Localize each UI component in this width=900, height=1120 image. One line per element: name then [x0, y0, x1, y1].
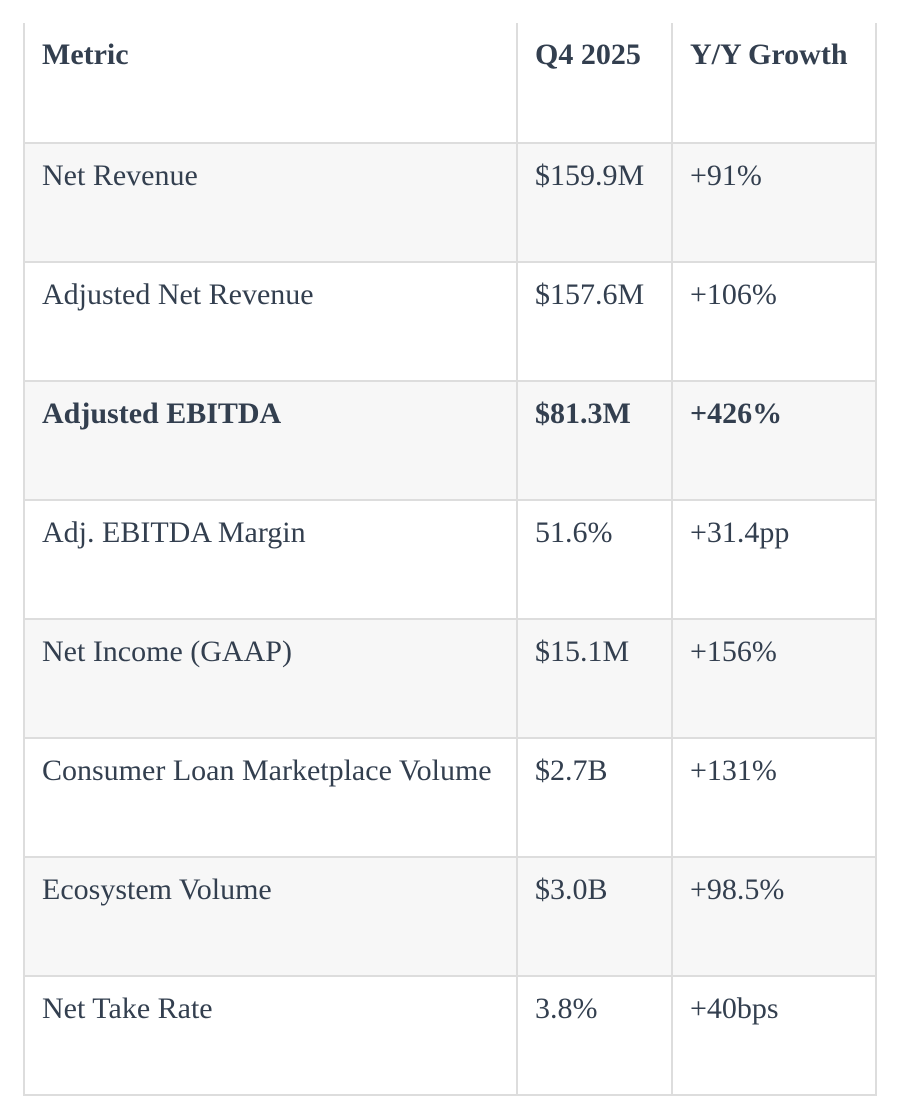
metric-label: Adj. EBITDA Margin	[23, 499, 518, 620]
metrics-table: Metric Q4 2025 Y/Y Growth Net Revenue $1…	[23, 23, 877, 1096]
yy-growth-value: +106%	[671, 261, 877, 382]
q4-2025-value: $3.0B	[516, 856, 673, 977]
q4-2025-value: $15.1M	[516, 618, 673, 739]
q4-2025-value: 3.8%	[516, 975, 673, 1096]
metric-label: Adjusted Net Revenue	[23, 261, 518, 382]
table-row: Adj. EBITDA Margin 51.6% +31.4pp	[23, 499, 877, 620]
yy-growth-value: +91%	[671, 142, 877, 263]
table-row: Adjusted EBITDA $81.3M +426%	[23, 380, 877, 501]
column-header-yy-growth: Y/Y Growth	[671, 23, 877, 144]
yy-growth-value: +426%	[671, 380, 877, 501]
q4-2025-value: 51.6%	[516, 499, 673, 620]
yy-growth-value: +156%	[671, 618, 877, 739]
yy-growth-value: +131%	[671, 737, 877, 858]
table-row: Adjusted Net Revenue $157.6M +106%	[23, 261, 877, 382]
header-row: Metric Q4 2025 Y/Y Growth	[23, 23, 877, 144]
q4-2025-value: $2.7B	[516, 737, 673, 858]
q4-2025-value: $81.3M	[516, 380, 673, 501]
yy-growth-value: +40bps	[671, 975, 877, 1096]
table-row: Net Revenue $159.9M +91%	[23, 142, 877, 263]
table-row: Net Income (GAAP) $15.1M +156%	[23, 618, 877, 739]
yy-growth-value: +98.5%	[671, 856, 877, 977]
metric-label: Net Income (GAAP)	[23, 618, 518, 739]
metric-label: Adjusted EBITDA	[23, 380, 518, 501]
table-row: Net Take Rate 3.8% +40bps	[23, 975, 877, 1096]
yy-growth-value: +31.4pp	[671, 499, 877, 620]
table-row: Ecosystem Volume $3.0B +98.5%	[23, 856, 877, 977]
q4-2025-value: $157.6M	[516, 261, 673, 382]
column-header-metric: Metric	[23, 23, 518, 144]
page: Metric Q4 2025 Y/Y Growth Net Revenue $1…	[23, 23, 877, 1096]
table-body: Net Revenue $159.9M +91% Adjusted Net Re…	[23, 142, 877, 1096]
q4-2025-value: $159.9M	[516, 142, 673, 263]
metric-label: Net Revenue	[23, 142, 518, 263]
metric-label: Ecosystem Volume	[23, 856, 518, 977]
metric-label: Consumer Loan Marketplace Volume	[23, 737, 518, 858]
column-header-q4-2025: Q4 2025	[516, 23, 673, 144]
metric-label: Net Take Rate	[23, 975, 518, 1096]
table-row: Consumer Loan Marketplace Volume $2.7B +…	[23, 737, 877, 858]
